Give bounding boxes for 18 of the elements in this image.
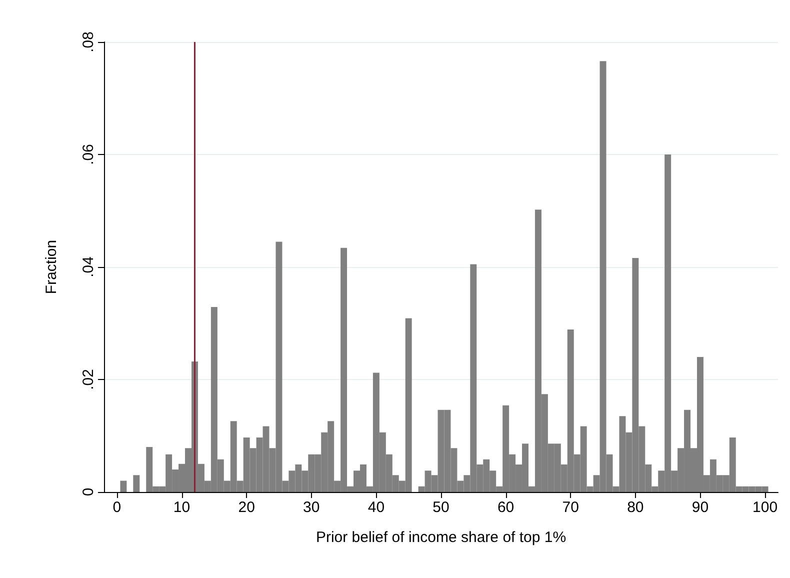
y-tick-label: .04: [80, 256, 97, 278]
x-tick-label: 30: [303, 499, 320, 516]
y-tick-label: .02: [80, 369, 97, 390]
x-tick-label: 10: [173, 499, 190, 516]
y-tick-label: .06: [80, 144, 97, 165]
x-tick-label: 40: [368, 499, 385, 516]
x-tick-label: 0: [112, 499, 122, 516]
x-axis-title: Prior belief of income share of top 1%: [316, 529, 566, 546]
x-tick-label: 100: [752, 499, 778, 516]
x-tick-label: 50: [432, 499, 450, 516]
y-axis-title: Fraction: [43, 240, 60, 294]
x-tick-label: 20: [238, 499, 255, 516]
x-tick-label: 60: [497, 499, 514, 516]
y-tick-label: 0: [80, 488, 97, 496]
x-tick-label: 90: [692, 499, 709, 516]
x-tick-label: 70: [562, 499, 579, 516]
y-tick-label: .08: [80, 32, 97, 52]
x-tick-label: 80: [627, 499, 644, 516]
